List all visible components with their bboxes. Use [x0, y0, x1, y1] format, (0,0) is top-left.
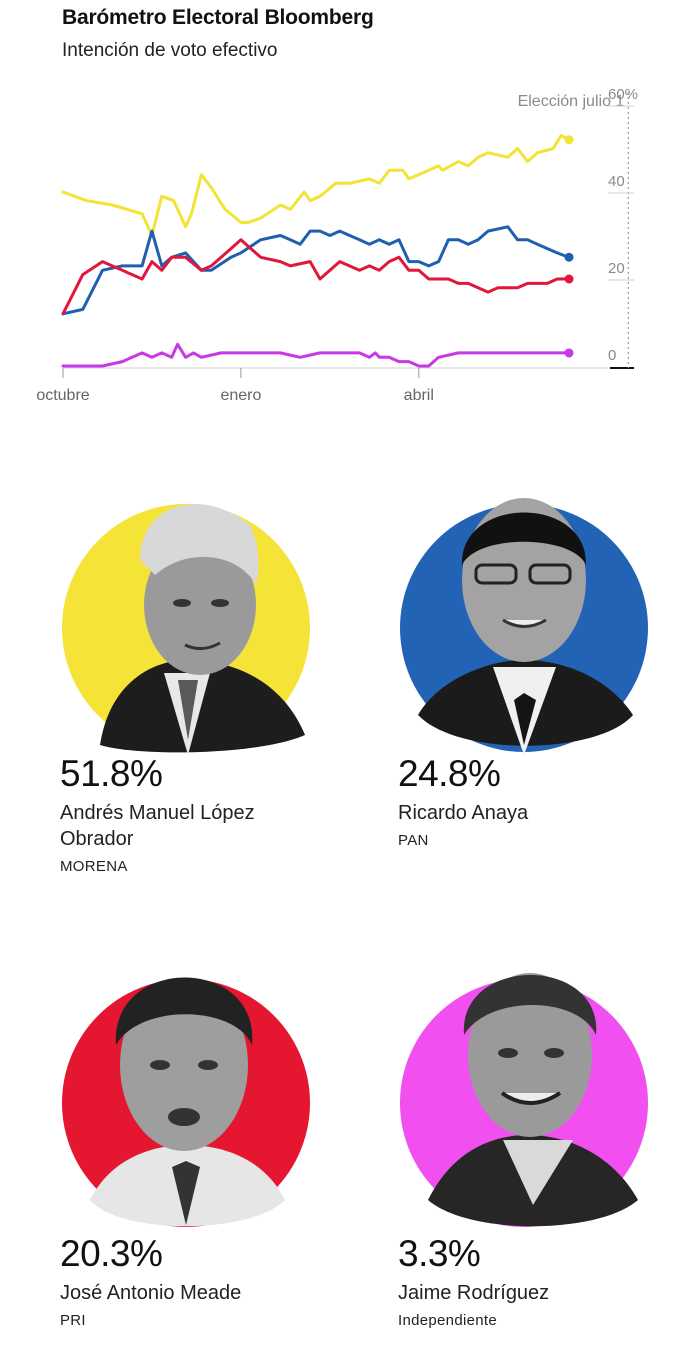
series-end-point-2: [564, 274, 574, 284]
candidate-card-rodriguez: 3.3% Jaime Rodríguez Independiente: [398, 935, 678, 1329]
candidate-portrait: [60, 455, 310, 755]
candidate-percentage: 24.8%: [398, 753, 501, 794]
series-line-3: [61, 342, 571, 368]
series-end-point-0: [564, 135, 574, 145]
candidate-name: Andrés Manuel López Obrador: [60, 802, 255, 850]
x-tick-label: abril: [404, 387, 434, 404]
candidate-party: MORENA: [60, 858, 128, 875]
candidate-portrait: [60, 935, 310, 1235]
series-end-point-3: [564, 348, 574, 358]
y-tick-label: 60%: [608, 86, 638, 103]
candidate-photo: [100, 503, 305, 755]
candidate-party: Independiente: [398, 1312, 497, 1329]
chart-title: Barómetro Electoral Bloomberg: [62, 6, 374, 29]
election-reference-label: Elección julio 1: [518, 93, 625, 110]
line-chart: Elección julio 1 60% 40 20 0 octubre enero ab…: [36, 86, 638, 404]
candidate-party: PRI: [60, 1312, 86, 1329]
y-tick-label: 20: [608, 260, 625, 277]
candidate-card-anaya: 24.8% Ricardo Anaya PAN: [398, 455, 678, 849]
y-tick-label: 0: [608, 347, 616, 364]
candidate-portrait: [398, 935, 648, 1235]
y-tick-label: 40: [608, 173, 625, 190]
candidate-percentage: 51.8%: [60, 753, 163, 794]
chart-subtitle: Intención de voto efectivo: [62, 40, 278, 61]
candidate-portrait: [398, 455, 648, 755]
series-line-0: [61, 134, 571, 237]
candidate-card-amlo: 51.8% Andrés Manuel López Obrador MORENA: [60, 455, 340, 875]
candidate-name: José Antonio Meade: [60, 1282, 242, 1304]
candidate-party: PAN: [398, 832, 429, 849]
candidate-name: Jaime Rodríguez: [398, 1282, 550, 1304]
x-tick-label: enero: [220, 387, 261, 404]
candidate-name: Ricardo Anaya: [398, 802, 529, 824]
candidate-photo: [428, 973, 638, 1227]
candidate-photo: [418, 498, 633, 755]
candidate-percentage: 3.3%: [398, 1233, 481, 1274]
series-line-2: [61, 238, 571, 316]
candidate-photo: [90, 977, 285, 1227]
candidate-percentage: 20.3%: [60, 1233, 163, 1274]
series-end-point-1: [564, 252, 574, 262]
x-tick-label: octubre: [36, 387, 89, 404]
candidate-card-meade: 20.3% José Antonio Meade PRI: [60, 935, 340, 1329]
